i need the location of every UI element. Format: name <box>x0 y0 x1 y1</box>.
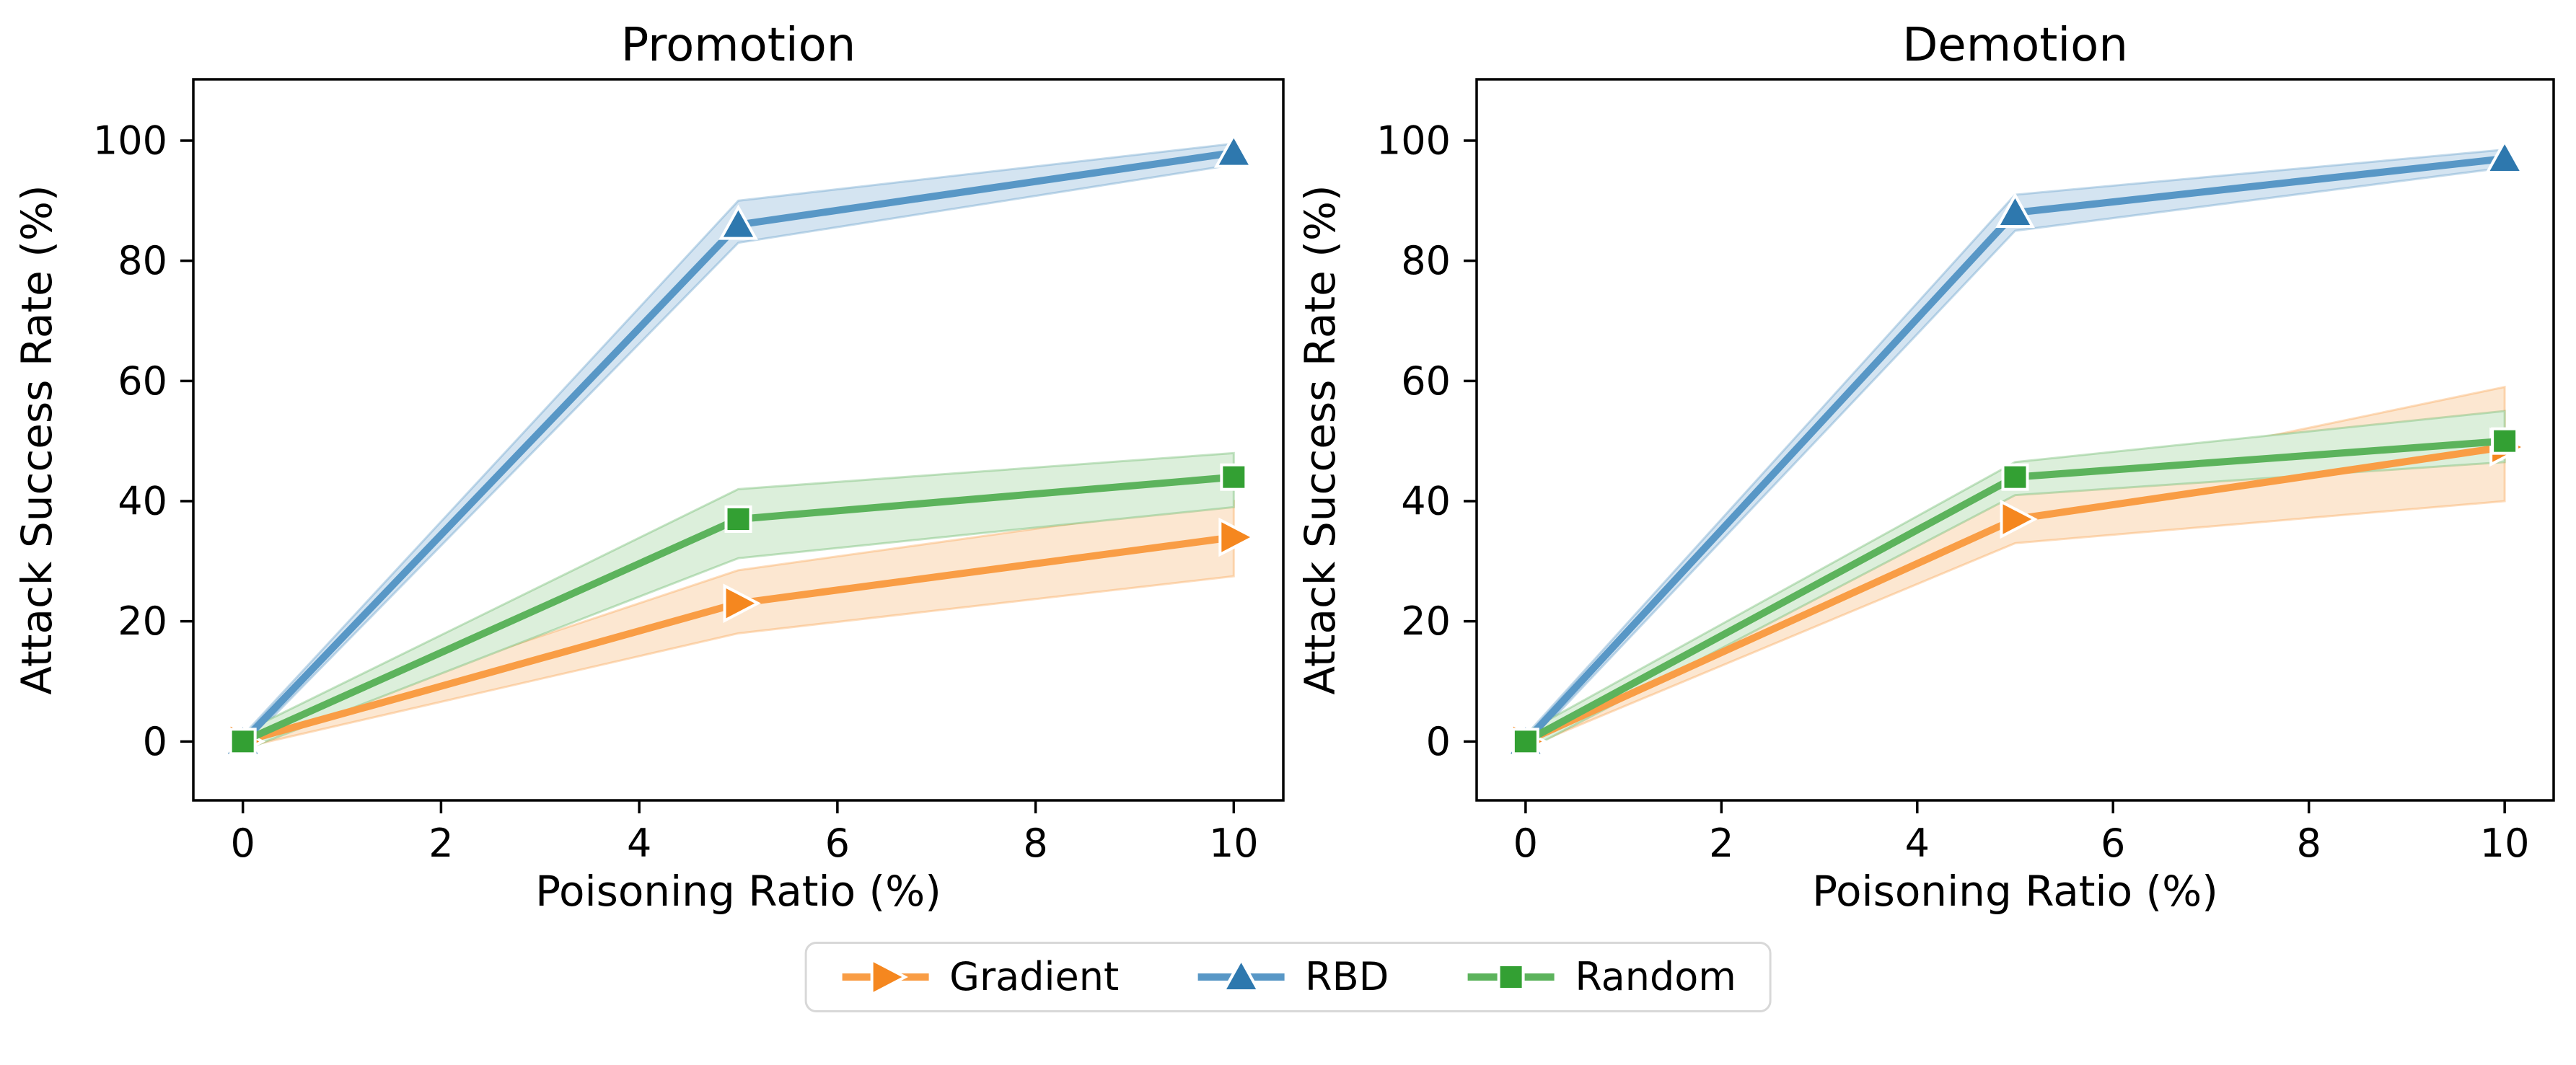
rbd-marker <box>718 204 758 240</box>
random-marker <box>1511 728 1539 756</box>
x-tick-label: 4 <box>1905 821 1930 866</box>
x-tick-label: 8 <box>1023 821 1047 866</box>
x-tick-label: 2 <box>428 821 453 866</box>
gradient-marker <box>1218 517 1257 557</box>
legend-label: RBD <box>1305 954 1389 999</box>
random-marker <box>2001 463 2029 491</box>
gradient-marker <box>723 583 761 623</box>
chart-title: Promotion <box>621 19 856 72</box>
x-tick-label: 4 <box>627 821 651 866</box>
y-tick-label: 20 <box>1401 598 1451 644</box>
legend-item-rbd: RBD <box>1195 954 1389 1000</box>
random-marker <box>2491 427 2519 455</box>
y-tick-label: 0 <box>143 719 167 764</box>
random-marker <box>724 505 752 533</box>
y-tick-label: 60 <box>118 358 167 404</box>
rbd-marker <box>1213 132 1254 168</box>
legend-label: Gradient <box>949 954 1120 999</box>
y-tick-label: 80 <box>1401 238 1451 283</box>
legend-label: Random <box>1575 954 1736 999</box>
legend-marker-sample <box>870 957 908 997</box>
y-tick-label: 80 <box>118 238 167 283</box>
rbd-marker <box>2484 138 2525 174</box>
random-marker <box>229 728 257 756</box>
legend-item-random: Random <box>1465 954 1736 1000</box>
x-tick-label: 6 <box>825 821 850 866</box>
triangle-up-legend-marker-icon <box>1197 956 1285 992</box>
y-tick-label: 100 <box>1376 118 1451 164</box>
plot-frame <box>1475 78 2555 802</box>
x-tick-label: 2 <box>1709 821 1733 866</box>
y-tick-label: 40 <box>1401 479 1451 524</box>
x-tick-label: 0 <box>231 821 255 866</box>
y-tick-label: 40 <box>118 479 167 524</box>
x-tick-label: 10 <box>1209 821 1259 866</box>
y-tick-label: 60 <box>1401 358 1451 404</box>
legend-marker-sample <box>1497 963 1525 991</box>
random-marker <box>1220 463 1248 491</box>
gradient-marker <box>2000 499 2038 539</box>
y-axis-label: Attack Success Rate (%) <box>1296 185 1345 694</box>
legend: Gradient RBD Random <box>804 942 1772 1012</box>
x-tick-label: 8 <box>2297 821 2321 866</box>
x-axis-label: Poisoning Ratio (%) <box>535 867 941 916</box>
y-axis-label: Attack Success Rate (%) <box>12 185 61 694</box>
legend-item-gradient: Gradient <box>840 954 1119 1000</box>
triangle-right-legend-marker-icon <box>842 957 929 997</box>
plot-frame <box>192 78 1285 802</box>
rbd-marker <box>1995 192 2035 228</box>
y-tick-label: 100 <box>93 118 167 164</box>
chart-title: Demotion <box>1902 19 2128 72</box>
x-axis-label: Poisoning Ratio (%) <box>1812 867 2218 916</box>
x-tick-label: 6 <box>2101 821 2125 866</box>
y-tick-label: 0 <box>1426 719 1451 764</box>
x-tick-label: 10 <box>2480 821 2530 866</box>
square-legend-marker-icon <box>1467 963 1555 991</box>
legend-marker-sample <box>1221 956 1261 992</box>
x-tick-label: 0 <box>1513 821 1538 866</box>
y-tick-label: 20 <box>118 598 167 644</box>
